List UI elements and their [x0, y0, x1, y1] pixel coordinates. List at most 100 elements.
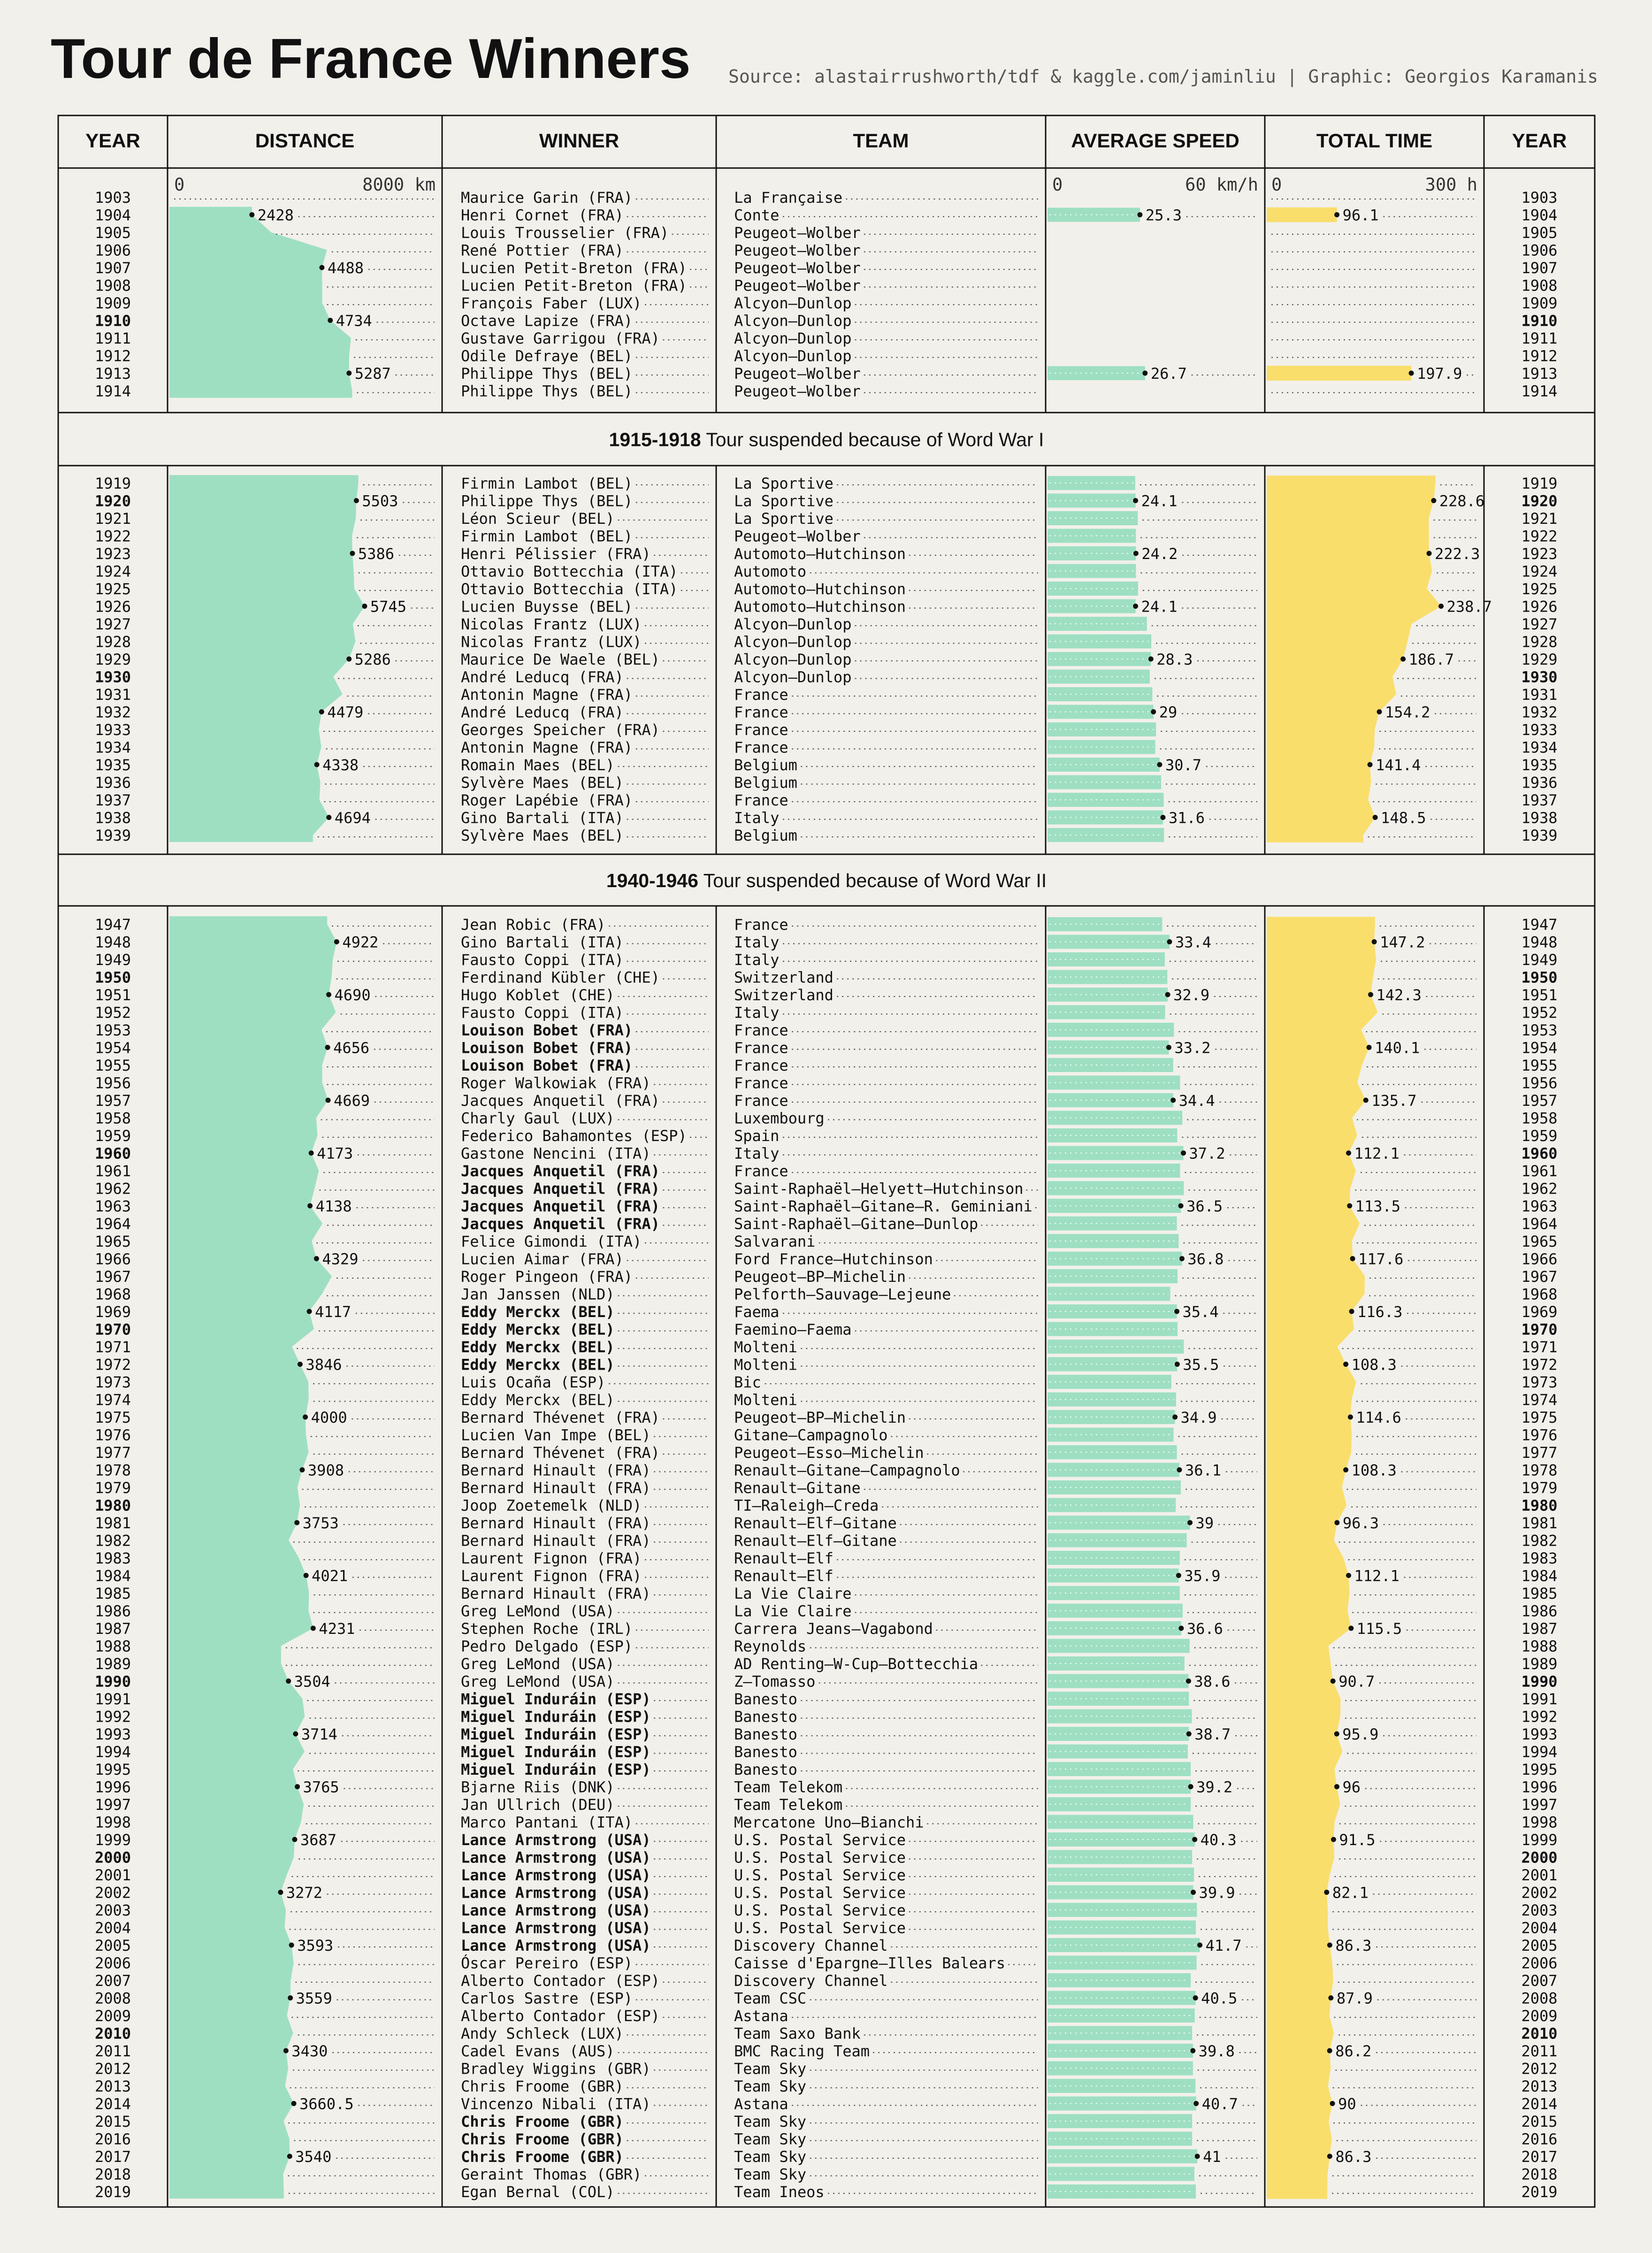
- year-label: 1957: [95, 1092, 131, 1110]
- speed-point: [1133, 604, 1139, 609]
- winner-name: Nicolas Frantz (LUX): [461, 633, 642, 651]
- speed-bar: [1048, 2167, 1194, 2181]
- year-label: 1953: [95, 1021, 131, 1039]
- speed-bar: [1048, 1075, 1180, 1090]
- time-point: [1330, 2101, 1335, 2106]
- team-name: U.S. Postal Service: [734, 1901, 906, 1919]
- year-label-right: 1993: [1521, 1725, 1557, 1743]
- distance-point: [283, 2048, 289, 2054]
- year-label-right: 1948: [1521, 934, 1557, 951]
- time-label: 148.5: [1381, 809, 1426, 827]
- year-label-right: 1960: [1521, 1145, 1557, 1163]
- team-name: Renault–Gitane–Campagnolo: [734, 1462, 960, 1479]
- time-label: 116.3: [1357, 1303, 1402, 1321]
- distance-label: 4656: [333, 1039, 369, 1057]
- gap-space: [698, 870, 704, 891]
- winner-name: Óscar Pereiro (ESP): [461, 1954, 633, 1972]
- year-label: 1985: [95, 1585, 131, 1602]
- year-label-right: 1994: [1521, 1743, 1557, 1761]
- table-frame: [57, 115, 1596, 2208]
- speed-bar: [1048, 828, 1164, 842]
- year-label: 2012: [95, 2060, 131, 2078]
- speed-point: [1178, 1625, 1184, 1631]
- speed-bar: [1048, 634, 1152, 649]
- team-name: Pelforth–Sauvage–Lejeune: [734, 1286, 951, 1303]
- team-name: U.S. Postal Service: [734, 1866, 906, 1884]
- winner-name: Charly Gaul (LUX): [461, 1110, 615, 1127]
- speed-label: 29: [1159, 704, 1178, 721]
- distance-label: 4138: [316, 1197, 352, 1215]
- year-label-right: 1903: [1521, 189, 1557, 207]
- team-name: La Française: [734, 189, 842, 207]
- speed-bar: [1048, 1885, 1193, 1900]
- year-label-right: 1965: [1521, 1233, 1557, 1250]
- time-point: [1324, 1890, 1330, 1895]
- distance-point: [249, 212, 255, 217]
- year-label-right: 1930: [1521, 668, 1557, 686]
- team-name: Discovery Channel: [734, 1937, 888, 1954]
- year-label-right: 2016: [1521, 2130, 1557, 2148]
- column-header-winner: WINNER: [539, 130, 619, 152]
- gap-band: [57, 853, 1596, 907]
- speed-label: 33.4: [1175, 934, 1211, 951]
- year-label-right: 1907: [1521, 259, 1557, 277]
- winner-name: Eddy Merckx (BEL): [461, 1303, 615, 1321]
- winner-name: Alberto Contador (ESP): [461, 1972, 660, 1990]
- year-label-right: 1932: [1521, 704, 1557, 721]
- team-name: Italy: [734, 1145, 779, 1163]
- year-label: 1979: [95, 1479, 131, 1497]
- winner-name: Gino Bartali (ITA): [461, 809, 624, 827]
- speed-point: [1148, 656, 1154, 662]
- speed-point: [1193, 2101, 1199, 2106]
- year-label: 1947: [95, 916, 131, 934]
- grid-layer: [57, 115, 1596, 2208]
- time-label: 113.5: [1355, 1197, 1400, 1215]
- year-label-right: 1955: [1521, 1057, 1557, 1074]
- time-point: [1367, 762, 1373, 767]
- distance-label: 4694: [335, 809, 371, 827]
- year-label-right: 1954: [1521, 1039, 1557, 1057]
- speed-bar: [1048, 1164, 1180, 1178]
- team-name: Salvarani: [734, 1233, 815, 1250]
- year-label-right: 1961: [1521, 1162, 1557, 1180]
- year-label: 1956: [95, 1074, 131, 1092]
- time-label: 222.3: [1435, 545, 1480, 563]
- time-point: [1343, 1362, 1349, 1367]
- team-name: France: [734, 721, 788, 739]
- team-name: Italy: [734, 934, 779, 951]
- year-label: 2004: [95, 1919, 131, 1937]
- team-name: Molteni: [734, 1356, 797, 1374]
- winner-name: Romain Maes (BEL): [461, 756, 615, 774]
- year-label: 1925: [95, 580, 131, 598]
- year-label: 1912: [95, 347, 131, 365]
- distance-point: [308, 1150, 314, 1156]
- team-name: La Sportive: [734, 492, 834, 510]
- distance-label: 3272: [286, 1884, 322, 1902]
- distance-label: 4329: [322, 1250, 358, 1268]
- team-name: Italy: [734, 809, 779, 827]
- team-name: Molteni: [734, 1338, 797, 1356]
- speed-label: 30.7: [1165, 756, 1201, 774]
- team-name: France: [734, 1057, 788, 1074]
- speed-point: [1187, 1520, 1193, 1525]
- speed-bar: [1048, 2131, 1193, 2146]
- speed-bar: [1048, 952, 1165, 966]
- year-label: 1935: [95, 756, 131, 774]
- team-name: Renault–Elf: [734, 1549, 834, 1567]
- speed-label: 24.1: [1141, 492, 1178, 510]
- year-label: 1960: [95, 1145, 131, 1163]
- year-label-right: 2014: [1521, 2095, 1557, 2113]
- speed-point: [1133, 498, 1139, 503]
- winner-name: André Leducq (FRA): [461, 704, 624, 721]
- year-label: 2007: [95, 1972, 131, 1990]
- speed-point: [1197, 1942, 1203, 1948]
- year-label-right: 1927: [1521, 615, 1557, 633]
- distance-point: [292, 1837, 298, 1842]
- year-label: 1949: [95, 951, 131, 969]
- time-label: 147.2: [1380, 934, 1425, 951]
- distance-label: 4231: [319, 1620, 355, 1638]
- year-label: 1939: [95, 827, 131, 844]
- distance-area: [169, 207, 352, 398]
- year-label: 1933: [95, 721, 131, 739]
- year-label: 2011: [95, 2042, 131, 2060]
